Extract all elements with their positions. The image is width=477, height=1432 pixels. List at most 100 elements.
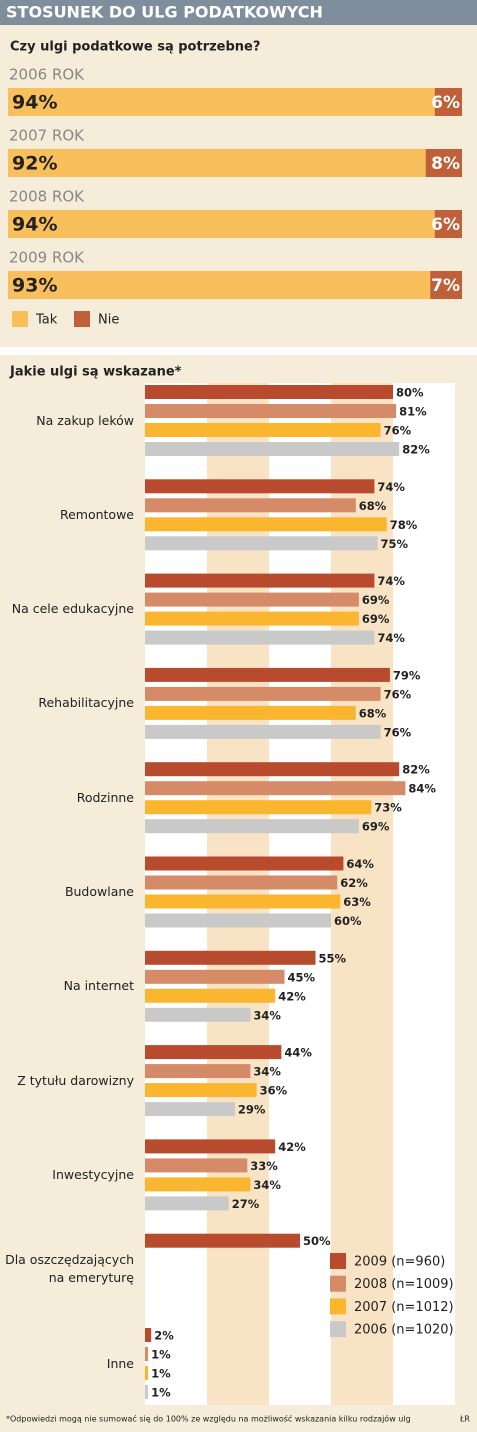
bar <box>145 385 393 399</box>
bar <box>145 573 375 588</box>
bar <box>145 1139 276 1154</box>
bar <box>145 498 356 513</box>
bar <box>145 800 372 815</box>
category-label: Rehabilitacyjne <box>38 695 134 711</box>
bar <box>145 969 285 984</box>
category-label: Na zakup leków <box>36 412 134 428</box>
bar <box>145 1083 257 1098</box>
bar <box>145 1366 149 1380</box>
category-label: 2008 ROK <box>9 188 85 206</box>
separator <box>0 347 477 355</box>
value-label: 1% <box>151 1367 171 1381</box>
chart-title: Czy ulgi podatkowe są potrzebne? <box>10 40 260 55</box>
category-label: 2007 ROK <box>9 127 85 145</box>
category-label: Inwestycyjne <box>52 1166 134 1182</box>
value-label: 76% <box>384 687 412 701</box>
value-label: 63% <box>343 895 371 909</box>
legend-swatch <box>330 1321 346 1338</box>
category-label: Inne <box>106 1355 134 1371</box>
value-label: 73% <box>374 801 402 815</box>
bar <box>145 423 381 437</box>
bar-segment <box>8 88 435 116</box>
value-label: 74% <box>377 574 405 588</box>
value-label: 8% <box>431 154 460 174</box>
value-label: 42% <box>278 989 306 1003</box>
legend-label: Tak <box>35 313 58 328</box>
bar <box>145 875 338 890</box>
value-label: 76% <box>384 725 412 739</box>
category-label: Na cele edukacyjne <box>11 601 134 617</box>
bar <box>145 404 397 418</box>
value-label: 34% <box>253 1065 281 1079</box>
title-bar <box>0 0 477 25</box>
value-label: 1% <box>151 1348 171 1362</box>
legend-label: 2007 (n=1012) <box>354 1300 454 1315</box>
bar <box>145 667 390 682</box>
category-label: Remontowe <box>59 506 134 522</box>
bar <box>145 705 356 720</box>
category-label: Budowlane <box>64 884 134 899</box>
bar <box>145 894 341 909</box>
value-label: 34% <box>253 1008 281 1022</box>
bar-segment <box>8 271 431 299</box>
bar <box>145 950 316 965</box>
value-label: 79% <box>393 668 421 682</box>
page-title: STOSUNEK DO ULG PODATKOWYCH <box>6 3 323 22</box>
bar <box>145 781 406 796</box>
bar <box>145 442 400 456</box>
value-label: 68% <box>359 499 387 513</box>
bar <box>145 1347 149 1361</box>
legend-label: 2006 (n=1020) <box>354 1323 454 1338</box>
value-label: 1% <box>151 1386 171 1400</box>
bar <box>145 819 359 834</box>
category-label: Dla oszczędzających na emeryturę <box>5 1252 134 1286</box>
value-label: 45% <box>288 970 316 984</box>
bar <box>145 1064 251 1079</box>
bar-segment <box>425 149 462 177</box>
footnote: *Odpowiedzi mogą nie sumować się do 100%… <box>6 1414 411 1424</box>
value-label: 44% <box>284 1046 312 1060</box>
credit: ŁR <box>459 1415 470 1424</box>
bar <box>145 1045 282 1060</box>
category-label: Rodzinne <box>76 789 134 805</box>
value-label: 69% <box>362 593 390 607</box>
bar <box>145 1177 251 1192</box>
legend-label: Nie <box>98 313 119 328</box>
bar <box>145 856 344 871</box>
value-label: 74% <box>377 631 405 645</box>
background-stripe <box>393 383 455 1405</box>
value-label: 50% <box>303 1234 331 1248</box>
category-label: 2006 ROK <box>9 66 85 84</box>
value-label: 2% <box>154 1329 174 1343</box>
value-label: 94% <box>12 214 57 236</box>
bar <box>145 1196 229 1211</box>
bar <box>145 686 381 701</box>
bar <box>145 592 359 607</box>
bar <box>145 913 331 928</box>
bar-segment <box>8 210 435 238</box>
value-label: 33% <box>250 1159 278 1173</box>
bar <box>145 479 375 494</box>
bar <box>145 988 276 1003</box>
value-label: 74% <box>377 480 405 494</box>
value-label: 69% <box>362 612 390 626</box>
value-label: 27% <box>232 1197 260 1211</box>
value-label: 92% <box>12 153 57 175</box>
value-label: 55% <box>319 951 347 965</box>
bar <box>145 724 381 739</box>
value-label: 82% <box>402 763 430 777</box>
chart-title: Jakie ulgi są wskazane* <box>9 365 182 380</box>
bar-segment <box>430 271 462 299</box>
bar <box>145 1385 149 1399</box>
bar <box>145 536 378 551</box>
legend-swatch <box>74 311 90 327</box>
bar-segment <box>8 149 426 177</box>
value-label: 64% <box>346 857 374 871</box>
bar <box>145 517 387 532</box>
legend-label: 2009 (n=960) <box>354 1255 445 1270</box>
bar <box>145 762 400 777</box>
value-label: 75% <box>381 537 409 551</box>
category-label: 2009 ROK <box>9 249 85 267</box>
value-label: 68% <box>359 706 387 720</box>
